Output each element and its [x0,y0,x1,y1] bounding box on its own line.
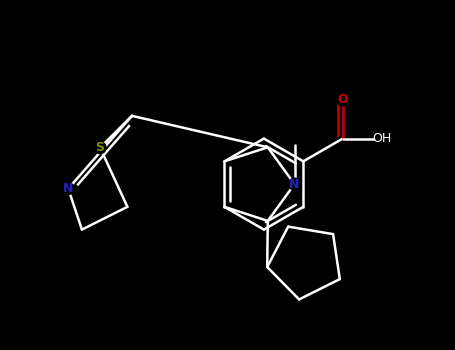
Text: S: S [96,141,105,154]
Circle shape [62,183,74,195]
Circle shape [288,178,300,190]
Circle shape [337,94,349,106]
Circle shape [94,142,106,154]
Text: OH: OH [372,132,391,145]
Text: N: N [63,182,73,195]
Circle shape [375,133,387,145]
Text: O: O [338,93,348,106]
Text: N: N [289,177,300,191]
